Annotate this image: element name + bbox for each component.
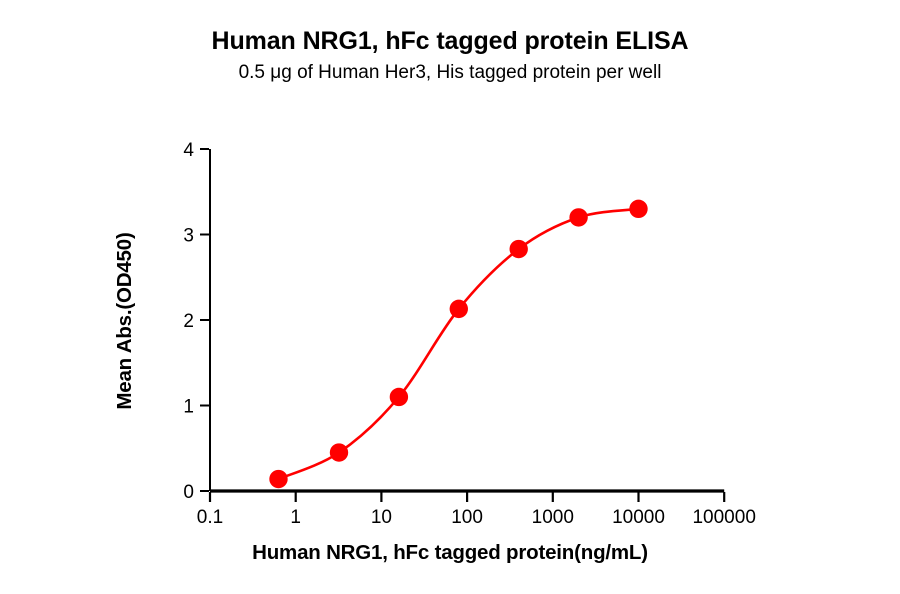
data-point-marker: [569, 208, 588, 227]
chart-subtitle: 0.5 μg of Human Her3, His tagged protein…: [238, 62, 662, 83]
x-tick-label: 100000: [692, 507, 755, 528]
y-tick-label: 0: [183, 482, 194, 503]
data-point-marker: [449, 299, 468, 319]
axes: [209, 149, 725, 493]
data-point-marker: [329, 443, 349, 462]
x-tick-label: 10: [371, 507, 392, 528]
x-tick-label: 1: [290, 507, 301, 528]
series-line: [277, 207, 640, 481]
x-tick-label: 0.1: [197, 507, 223, 528]
data-points: [269, 199, 648, 489]
data-point-marker: [509, 239, 528, 259]
x-tick-label: 1000: [532, 507, 574, 528]
data-point-marker: [269, 469, 288, 489]
chart-title: Human NRG1, hFc tagged protein ELISA: [211, 27, 689, 55]
y-tick-label: 2: [183, 311, 194, 332]
axis-ticks: [200, 148, 726, 502]
data-point-marker: [629, 199, 648, 219]
axis-tick-labels: 0.1 1 10 100 1000 10000 100000 0 1 2 3 4: [183, 140, 755, 528]
x-tick-label: 10000: [612, 507, 665, 528]
x-tick-label: 100: [451, 507, 483, 528]
y-tick-label: 3: [183, 226, 194, 247]
y-tick-label: 4: [183, 140, 194, 161]
fit-curve: [277, 207, 640, 481]
x-axis-label: Human NRG1, hFc tagged protein(ng/mL): [252, 541, 648, 564]
y-tick-label: 1: [183, 397, 194, 418]
y-axis-label: Mean Abs.(OD450): [113, 232, 136, 410]
data-point-marker: [389, 387, 409, 407]
